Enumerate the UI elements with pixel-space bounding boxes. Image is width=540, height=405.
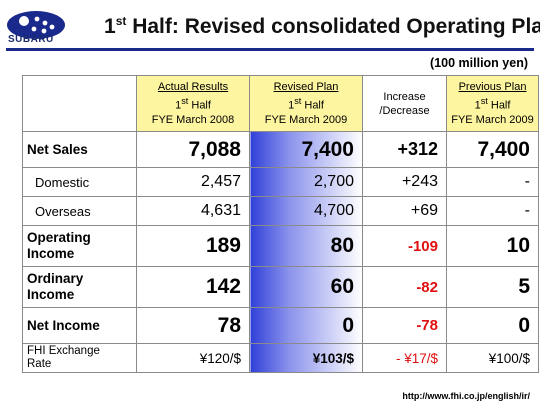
value-cell: ¥120/$ — [136, 343, 250, 373]
row-label: Net Income — [22, 307, 137, 344]
table-row: Net Income 78 0 -78 0 — [22, 307, 539, 344]
value-cell: 7,400 — [446, 131, 539, 168]
table-row: Overseas 4,631 4,700 +69 - — [22, 196, 539, 226]
change-cell: +312 — [362, 131, 447, 168]
table-row: FHI Exchange Rate ¥120/$ ¥103/$ - ¥17/$ ¥… — [22, 343, 539, 373]
pleiades-logo-icon — [7, 11, 65, 39]
value-cell: 7,400 — [249, 131, 363, 168]
col-header-actual: Actual Results 1st Half FYE March 2008 — [136, 75, 250, 132]
value-cell: 2,700 — [249, 167, 363, 197]
table-row: Net Sales 7,088 7,400 +312 7,400 — [22, 131, 539, 168]
row-label: Net Sales — [22, 131, 137, 168]
value-cell: 7,088 — [136, 131, 250, 168]
value-cell: - — [446, 196, 539, 226]
corner-cell — [22, 75, 137, 132]
value-cell: 4,631 — [136, 196, 250, 226]
row-label: Domestic — [22, 167, 137, 197]
value-cell: - — [446, 167, 539, 197]
col-header-previous: Previous Plan 1st Half FYE March 2009 — [446, 75, 539, 132]
change-cell: - ¥17/$ — [362, 343, 447, 373]
unit-label: (100 million yen) — [430, 56, 528, 70]
footer-url: http://www.fhi.co.jp/english/ir/ — [402, 391, 530, 401]
row-label: FHI Exchange Rate — [22, 343, 137, 373]
change-cell: -78 — [362, 307, 447, 344]
row-label: Ordinary Income — [22, 266, 137, 308]
row-label: Overseas — [22, 196, 137, 226]
change-cell: +243 — [362, 167, 447, 197]
title-divider — [6, 48, 534, 51]
table-row: Operating Income 189 80 -109 10 — [22, 225, 539, 267]
value-cell: 2,457 — [136, 167, 250, 197]
table-row: Domestic 2,457 2,700 +243 - — [22, 167, 539, 197]
table-row: Ordinary Income 142 60 -82 5 — [22, 266, 539, 308]
row-label: Operating Income — [22, 225, 137, 267]
value-cell: 0 — [446, 307, 539, 344]
value-cell: 4,700 — [249, 196, 363, 226]
value-cell: 78 — [136, 307, 250, 344]
value-cell: 0 — [249, 307, 363, 344]
col-header-change: Increase /Decrease — [362, 75, 447, 132]
brand-name: SUBARU — [8, 34, 54, 45]
change-cell: +69 — [362, 196, 447, 226]
value-cell: ¥100/$ — [446, 343, 539, 373]
value-cell: ¥103/$ — [249, 343, 363, 373]
value-cell: 189 — [136, 225, 250, 267]
value-cell: 142 — [136, 266, 250, 308]
value-cell: 80 — [249, 225, 363, 267]
operating-plan-table: Actual Results 1st Half FYE March 2008 R… — [22, 75, 539, 373]
table-header-row: Actual Results 1st Half FYE March 2008 R… — [22, 75, 539, 132]
value-cell: 10 — [446, 225, 539, 267]
change-cell: -109 — [362, 225, 447, 267]
change-cell: -82 — [362, 266, 447, 308]
col-header-revised: Revised Plan 1st Half FYE March 2009 — [249, 75, 363, 132]
value-cell: 5 — [446, 266, 539, 308]
value-cell: 60 — [249, 266, 363, 308]
page-title: 1st Half: Revised consolidated Operating… — [104, 14, 540, 38]
